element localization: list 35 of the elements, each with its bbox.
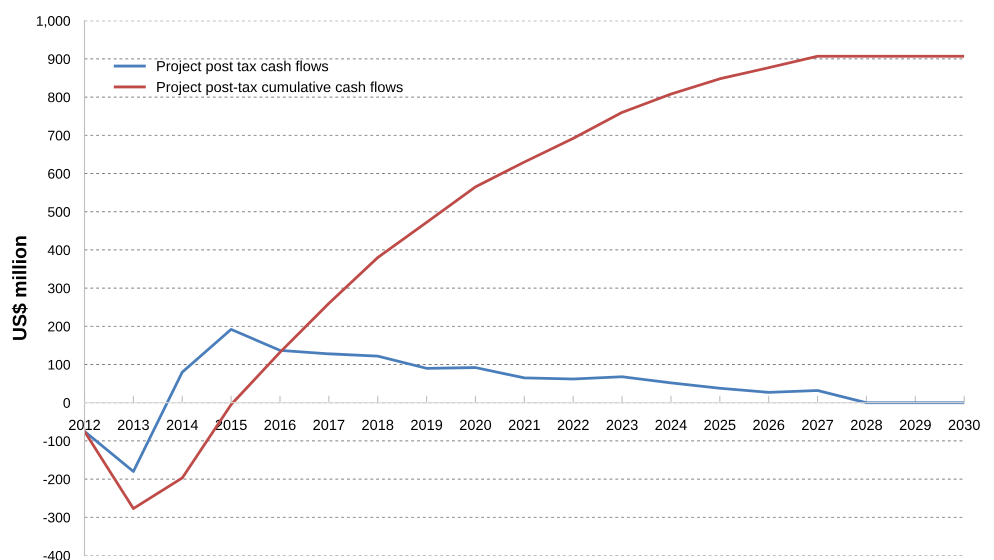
y-axis-title: US$ million [12, 236, 28, 340]
x-tick-label: 2025 [704, 420, 736, 430]
x-tick-label: 2012 [69, 420, 100, 430]
y-tick-label: 0 [63, 398, 70, 408]
y-tick-label: 500 [48, 207, 70, 217]
y-tick-label: 600 [48, 168, 70, 179]
y-tick-label: -200 [43, 474, 70, 484]
x-tick-label: 2016 [264, 420, 296, 430]
y-tick-label: 100 [48, 360, 70, 370]
y-tick-label: 800 [48, 92, 70, 102]
legend-label: Project post tax cash flows [157, 60, 328, 74]
y-tick-label: -300 [43, 512, 70, 522]
y-tick-label: 400 [48, 245, 70, 256]
y-tick-label: 900 [48, 54, 70, 64]
x-tick-label: 2023 [606, 420, 638, 430]
x-tick-label: 2013 [118, 420, 149, 430]
x-tick-label: 2021 [508, 420, 540, 430]
y-tick-label: 300 [48, 283, 70, 294]
x-tick-label: 2019 [411, 420, 442, 430]
y-tick-label: 1,000 [36, 16, 70, 28]
x-tick-label: 2017 [313, 420, 344, 430]
y-tick-label: 200 [48, 322, 70, 332]
x-tick-label: 2028 [850, 420, 882, 430]
x-tick-label: 2022 [558, 420, 589, 430]
y-tick-label: 700 [48, 130, 70, 140]
x-tick-label: 2020 [460, 420, 492, 430]
x-tick-label: 2029 [900, 420, 931, 430]
x-tick-label: 2018 [362, 420, 394, 430]
x-tick-label: 2026 [753, 420, 784, 430]
x-tick-label: 2024 [655, 420, 687, 430]
x-tick-label: 2030 [948, 420, 980, 430]
x-tick-label: 2027 [802, 420, 834, 430]
x-tick-label: 2014 [166, 420, 198, 430]
legend-label: Project post-tax cumulative cash flows [157, 81, 403, 96]
y-tick-label: -100 [43, 436, 70, 446]
